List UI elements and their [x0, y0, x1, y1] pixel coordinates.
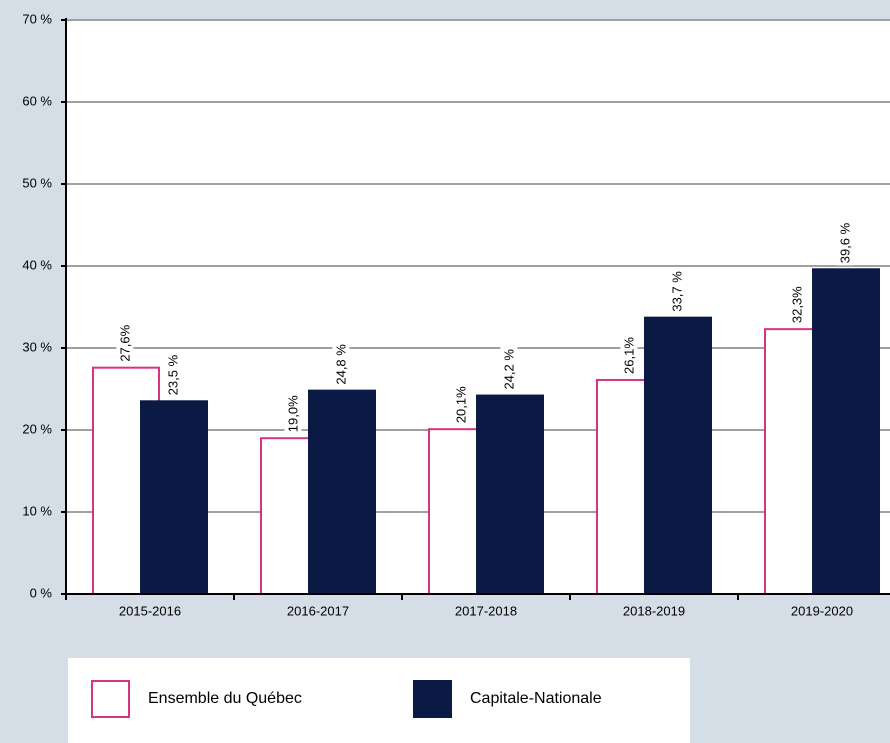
- value-label-group: 20,1%: [452, 383, 470, 426]
- x-tick-label: 2017-2018: [455, 603, 517, 618]
- value-label-group: 24,2 %: [500, 346, 518, 392]
- value-label-group: 27,6%: [116, 322, 134, 364]
- y-tick-label: 10 %: [22, 503, 52, 518]
- value-label-bg: [500, 346, 518, 392]
- value-label: 20,1%: [453, 386, 468, 423]
- value-label-bg: [452, 383, 470, 426]
- legend-swatch: [91, 680, 130, 718]
- value-label: 24,2 %: [501, 349, 516, 390]
- value-label: 27,6%: [117, 324, 132, 361]
- value-label-bg: [116, 322, 134, 364]
- value-label: 33,7 %: [669, 271, 684, 312]
- y-tick-label: 0 %: [30, 585, 53, 600]
- bar: [308, 389, 376, 596]
- value-label-bg: [836, 220, 854, 266]
- value-label-group: 32,3%: [788, 283, 806, 326]
- legend-label: Ensemble du Québec: [148, 690, 302, 707]
- x-tick-label: 2016-2017: [287, 603, 349, 618]
- value-label: 24,8 %: [333, 344, 348, 385]
- x-tick-label: 2019-2020: [791, 603, 853, 618]
- legend-label: Capitale-Nationale: [470, 690, 602, 707]
- value-label-bg: [620, 334, 638, 376]
- x-tick-label: 2015-2016: [119, 603, 181, 618]
- value-label-group: 24,8 %: [332, 341, 350, 387]
- value-label-group: 26,1%: [620, 334, 638, 376]
- value-label-bg: [788, 283, 806, 326]
- y-tick-label: 50 %: [22, 175, 52, 190]
- value-label-bg: [284, 392, 302, 435]
- value-label-group: 33,7 %: [668, 268, 686, 314]
- y-tick-label: 30 %: [22, 339, 52, 354]
- x-tick-label: 2018-2019: [623, 603, 685, 618]
- value-label-bg: [164, 352, 182, 398]
- value-label: 23,5 %: [165, 354, 180, 395]
- bar: [140, 400, 208, 595]
- value-label-group: 23,5 %: [164, 352, 182, 398]
- value-label-bg: [668, 268, 686, 314]
- bar: [644, 316, 712, 595]
- y-tick-label: 20 %: [22, 421, 52, 436]
- legend-swatch: [413, 680, 452, 718]
- value-label-group: 19,0%: [284, 392, 302, 435]
- value-label: 26,1%: [621, 337, 636, 374]
- value-label-group: 39,6 %: [836, 220, 854, 266]
- value-label: 32,3%: [789, 286, 804, 323]
- legend: [68, 658, 690, 743]
- bar: [476, 394, 544, 595]
- y-tick-label: 70 %: [22, 11, 52, 26]
- value-label: 19,0%: [285, 395, 300, 432]
- y-tick-label: 40 %: [22, 257, 52, 272]
- value-label: 39,6 %: [837, 222, 852, 263]
- y-tick-label: 60 %: [22, 93, 52, 108]
- value-label-bg: [332, 341, 350, 387]
- bar: [812, 268, 880, 595]
